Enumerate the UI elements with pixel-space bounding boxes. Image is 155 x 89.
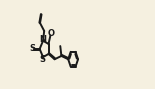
- Text: S: S: [40, 55, 46, 64]
- Text: N: N: [39, 35, 46, 44]
- Text: O: O: [47, 29, 55, 38]
- Text: S: S: [29, 44, 35, 53]
